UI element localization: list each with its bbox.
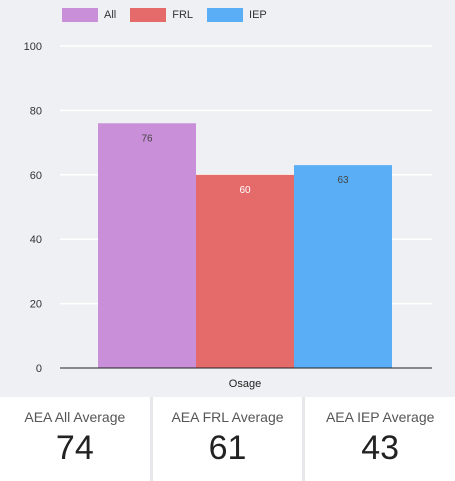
y-tick-label: 40 (30, 234, 42, 246)
kpi-row: AEA All Average 74 AEA FRL Average 61 AE… (0, 397, 455, 481)
data-label-all: 76 (141, 133, 153, 144)
kpi-value: 61 (208, 429, 247, 467)
legend-item-iep[interactable]: IEP (207, 8, 267, 22)
kpi-value: 43 (361, 429, 400, 467)
kpi-label: AEA All Average (24, 409, 126, 425)
y-tick-label: 20 (30, 299, 42, 311)
kpi-label: AEA FRL Average (171, 409, 284, 425)
legend-item-all[interactable]: All (62, 8, 116, 22)
y-tick-label: 80 (30, 105, 42, 117)
legend-swatch-frl (130, 8, 167, 22)
data-label-iep: 63 (337, 175, 349, 186)
kpi-frl-average: AEA FRL Average 61 (152, 397, 303, 481)
chart-area: All FRL IEP 0 20 40 60 80 100 76 60 63 Osage (24, 8, 432, 390)
kpi-value: 74 (55, 429, 94, 467)
legend-swatch-iep (207, 8, 244, 22)
x-tick-label: Osage (229, 378, 261, 390)
y-tick-label: 60 (30, 170, 42, 182)
bar-chart: 0 20 40 60 80 100 76 60 63 Osage (24, 41, 432, 390)
legend-label-frl: FRL (172, 9, 194, 21)
kpi-label: AEA IEP Average (325, 409, 435, 425)
chart-legend: All FRL IEP (62, 8, 267, 22)
kpi-all-average: AEA All Average 74 (0, 397, 150, 481)
y-tick-label: 0 (36, 363, 42, 375)
legend-item-frl[interactable]: FRL (130, 8, 193, 22)
legend-label-iep: IEP (249, 9, 267, 21)
bar-iep (294, 165, 392, 368)
bar-all (98, 123, 196, 368)
legend-swatch-all (62, 8, 98, 22)
data-label-frl: 60 (239, 185, 251, 196)
bar-frl (196, 174, 294, 368)
y-tick-label: 100 (24, 41, 42, 53)
kpi-iep-average: AEA IEP Average 43 (305, 397, 455, 481)
legend-label-all: All (104, 9, 117, 21)
